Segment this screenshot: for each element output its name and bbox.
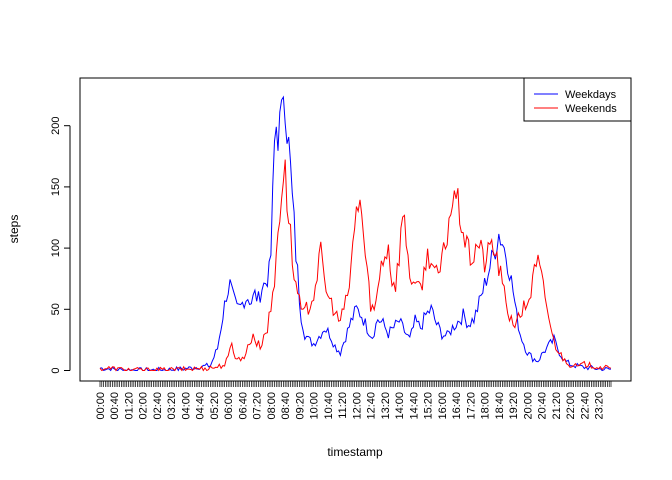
legend-label-weekends: Weekends xyxy=(565,103,617,115)
legend-label-weekdays: Weekdays xyxy=(565,89,617,101)
x-tick-label: 10:00 xyxy=(309,392,321,420)
y-tick-label: 200 xyxy=(50,117,62,135)
y-tick-label: 50 xyxy=(50,303,62,315)
x-tick-label: 20:00 xyxy=(522,392,534,420)
y-tick-label: 150 xyxy=(50,178,62,196)
legend: Weekdays Weekends xyxy=(523,77,632,122)
x-tick-label: 13:20 xyxy=(380,392,392,420)
x-tick-label: 15:20 xyxy=(423,392,435,420)
x-tick-label: 02:00 xyxy=(138,392,150,420)
x-tick-label: 20:40 xyxy=(537,392,549,420)
x-tick-label: 00:40 xyxy=(109,392,121,420)
x-tick-label: 07:20 xyxy=(252,392,264,420)
series-line-weekends xyxy=(99,159,612,372)
x-tick-label: 03:20 xyxy=(166,392,178,420)
x-tick-label: 17:20 xyxy=(465,392,477,420)
x-tick-label: 08:40 xyxy=(280,392,292,420)
y-tick-label: 100 xyxy=(50,239,62,257)
x-tick-label: 14:00 xyxy=(394,392,406,420)
x-tick-label: 00:00 xyxy=(95,392,107,420)
x-tick-label: 18:00 xyxy=(480,392,492,420)
y-axis: 0 50 100 150 200 xyxy=(50,117,71,374)
x-tick-label: 14:40 xyxy=(408,392,420,420)
x-tick-label: 18:40 xyxy=(494,392,506,420)
x-tick-label: 12:00 xyxy=(351,392,363,420)
x-tick-label: 16:40 xyxy=(451,392,463,420)
y-axis-label: steps xyxy=(7,215,21,244)
x-tick-label: 21:20 xyxy=(551,392,563,420)
x-tick-label: 04:40 xyxy=(195,392,207,420)
x-tick-label: 05:20 xyxy=(209,392,221,420)
x-tick-label: 06:40 xyxy=(237,392,249,420)
series-line-weekdays xyxy=(99,95,611,372)
x-tick-label: 22:40 xyxy=(579,392,591,420)
x-axis-label: timestamp xyxy=(327,445,383,459)
x-tick-label: 02:40 xyxy=(152,392,164,420)
x-tick-label: 16:00 xyxy=(437,392,449,420)
legend-box xyxy=(523,77,632,122)
x-axis: 00:00 00:40 01:20 02:00 02:40 03:20 04:00 04:40… xyxy=(95,380,612,420)
x-tick-label: 06:00 xyxy=(223,392,235,420)
x-tick-label: 10:40 xyxy=(323,392,335,420)
x-tick-label: 04:00 xyxy=(180,392,192,420)
x-tick-label: 11:20 xyxy=(337,392,349,419)
x-tick-label: 08:00 xyxy=(266,392,278,420)
x-tick-label: 19:20 xyxy=(508,392,520,420)
x-tick-label: 01:20 xyxy=(123,392,135,420)
y-tick-label: 0 xyxy=(50,367,62,373)
x-tick-label: 23:20 xyxy=(594,392,606,420)
series-layer xyxy=(99,95,612,372)
plot-frame xyxy=(79,77,632,382)
x-tick-label: 12:40 xyxy=(366,392,378,420)
x-tick-label: 09:20 xyxy=(294,392,306,420)
x-tick-label: 22:00 xyxy=(565,392,577,420)
